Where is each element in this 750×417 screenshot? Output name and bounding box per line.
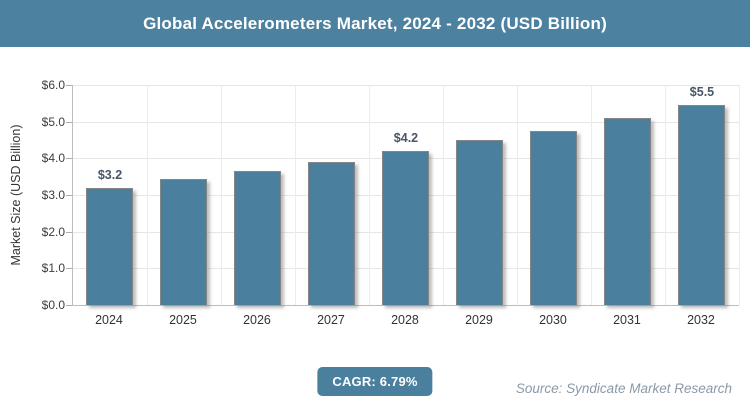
bar-2030 bbox=[530, 130, 578, 305]
gridline-vertical bbox=[517, 85, 518, 305]
y-tick-mark bbox=[66, 121, 72, 123]
source-attribution: Source: Syndicate Market Research bbox=[515, 381, 732, 396]
bar-cell: $5.5 bbox=[665, 85, 739, 305]
y-tick-mark bbox=[66, 231, 72, 233]
y-tick-label: $3.0 bbox=[41, 188, 65, 202]
y-tick-label: $4.0 bbox=[41, 151, 65, 166]
bar-cell: $4.2 bbox=[369, 85, 443, 305]
y-tick-mark bbox=[66, 268, 72, 270]
gridline-vertical bbox=[146, 85, 148, 305]
bar-2026 bbox=[234, 171, 282, 305]
gridline-vertical bbox=[368, 85, 370, 305]
bar-2032: $5.5 bbox=[678, 85, 726, 305]
bar-2028: $4.2 bbox=[382, 131, 430, 305]
bar-2024: $3.2 bbox=[86, 168, 134, 305]
gridline-horizontal bbox=[73, 85, 739, 86]
plot-area: $0.0 $1.0 $2.0 $3.0 $4.0 $5.0 $6.0 $3.2 $4.2 $5.5 bbox=[42, 78, 740, 312]
bar-2029 bbox=[456, 140, 504, 305]
gridline-vertical bbox=[739, 85, 740, 305]
x-tick-label: 2027 bbox=[317, 313, 345, 327]
title-banner: Global Accelerometers Market, 2024 - 203… bbox=[0, 0, 750, 47]
bar-cell bbox=[591, 85, 665, 305]
y-tick-mark bbox=[66, 85, 72, 86]
bar-value-label: $3.2 bbox=[97, 167, 123, 182]
cagr-badge: CAGR: 6.79% bbox=[317, 367, 433, 396]
bar-cell bbox=[517, 85, 591, 305]
x-tick-label: 2032 bbox=[687, 313, 715, 327]
y-tick-label: $6.0 bbox=[41, 78, 65, 92]
gridline-vertical bbox=[295, 85, 296, 305]
y-tick-mark bbox=[66, 305, 72, 306]
gridline-vertical bbox=[591, 85, 592, 305]
y-tick-label: $1.0 bbox=[41, 261, 65, 276]
x-tick-label: 2025 bbox=[169, 313, 197, 327]
x-axis-labels: 2024 2025 2026 2027 2028 2029 2030 2031 2032 bbox=[72, 313, 738, 331]
bar-chart: Market Size (USD Billion) $0.0 $1.0 $2.0 $3… bbox=[0, 47, 750, 347]
x-tick-label: 2026 bbox=[243, 313, 271, 327]
x-tick-label: 2024 bbox=[95, 313, 123, 327]
bar-2025 bbox=[160, 178, 208, 305]
bar-cell bbox=[295, 85, 369, 305]
bar-cell bbox=[221, 85, 295, 305]
bar-cell bbox=[147, 85, 221, 305]
y-tick-label: $0.0 bbox=[41, 298, 65, 312]
y-tick-label: $5.0 bbox=[41, 114, 65, 129]
bar-2027 bbox=[308, 162, 356, 305]
x-tick-label: 2028 bbox=[391, 313, 419, 327]
y-tick-label: $2.0 bbox=[41, 224, 65, 239]
bar-value-label: $4.2 bbox=[393, 131, 419, 145]
bar-2031 bbox=[604, 118, 652, 305]
x-tick-label: 2031 bbox=[613, 313, 641, 327]
gridline-vertical bbox=[220, 85, 222, 305]
bar-value-label: $5.5 bbox=[689, 85, 715, 100]
gridline-vertical bbox=[664, 85, 666, 305]
y-tick-mark bbox=[66, 158, 72, 160]
y-tick-mark bbox=[66, 195, 72, 196]
x-tick-label: 2030 bbox=[539, 313, 567, 327]
bar-cell bbox=[443, 85, 517, 305]
gridline-horizontal bbox=[73, 121, 739, 123]
chart-title: Global Accelerometers Market, 2024 - 203… bbox=[143, 13, 607, 33]
x-tick-label: 2029 bbox=[465, 313, 493, 327]
bar-cell: $3.2 bbox=[73, 85, 147, 305]
gridline-vertical bbox=[443, 85, 444, 305]
